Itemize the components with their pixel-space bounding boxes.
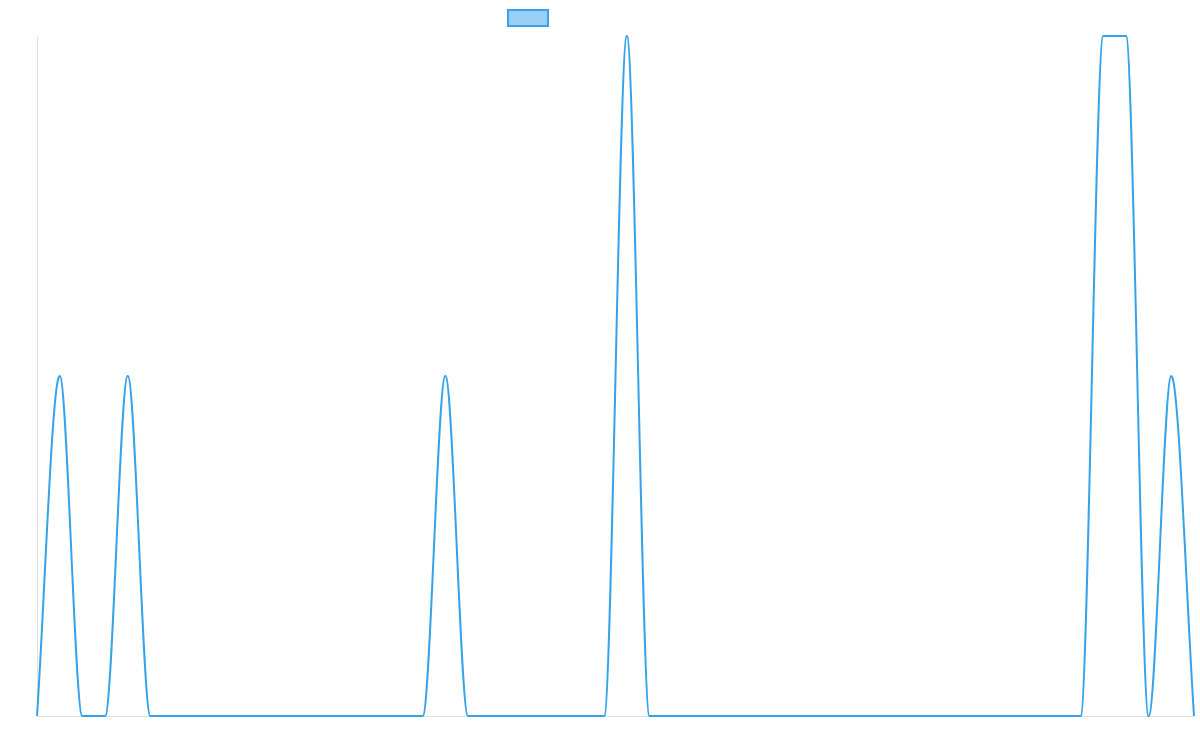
data-point[interactable] [827, 712, 835, 720]
data-point[interactable] [33, 712, 41, 720]
data-point[interactable] [351, 712, 359, 720]
series-group [36, 34, 1195, 718]
data-point[interactable] [124, 372, 132, 380]
series-line [36, 34, 1195, 718]
data-point[interactable] [101, 712, 109, 720]
data-point[interactable] [623, 32, 631, 40]
data-point[interactable] [328, 712, 336, 720]
data-point[interactable] [1054, 712, 1062, 720]
data-point[interactable] [214, 712, 222, 720]
data-point[interactable] [305, 712, 313, 720]
data-point[interactable] [1122, 32, 1130, 40]
data-point[interactable] [782, 712, 790, 720]
data-point[interactable] [419, 712, 427, 720]
data-point[interactable] [850, 712, 858, 720]
data-point[interactable] [872, 712, 880, 720]
data-point[interactable] [963, 712, 971, 720]
data-point[interactable] [555, 712, 563, 720]
data-point[interactable] [509, 712, 517, 720]
data-point[interactable] [1077, 712, 1085, 720]
data-point[interactable] [1099, 32, 1107, 40]
data-point[interactable] [759, 712, 767, 720]
data-point[interactable] [714, 712, 722, 720]
data-point[interactable] [986, 712, 994, 720]
data-point[interactable] [169, 712, 177, 720]
data-point[interactable] [192, 712, 200, 720]
data-point[interactable] [691, 712, 699, 720]
data-point[interactable] [668, 712, 676, 720]
data-point[interactable] [78, 712, 86, 720]
data-point[interactable] [464, 712, 472, 720]
data-point[interactable] [918, 712, 926, 720]
data-point[interactable] [532, 712, 540, 720]
data-point[interactable] [600, 712, 608, 720]
data-point[interactable] [237, 712, 245, 720]
data-point[interactable] [373, 712, 381, 720]
data-point[interactable] [804, 712, 812, 720]
data-point[interactable] [1190, 712, 1198, 720]
data-point[interactable] [577, 712, 585, 720]
data-point[interactable] [895, 712, 903, 720]
data-point[interactable] [1009, 712, 1017, 720]
data-point[interactable] [1145, 712, 1153, 720]
data-point[interactable] [260, 712, 268, 720]
data-point[interactable] [56, 372, 64, 380]
data-point[interactable] [146, 712, 154, 720]
data-point[interactable] [283, 712, 291, 720]
data-point[interactable] [940, 712, 948, 720]
data-point[interactable] [1167, 372, 1175, 380]
data-point[interactable] [441, 372, 449, 380]
data-point[interactable] [736, 712, 744, 720]
legend-swatch[interactable] [507, 9, 549, 27]
data-point[interactable] [487, 712, 495, 720]
data-point[interactable] [646, 712, 654, 720]
data-point[interactable] [1031, 712, 1039, 720]
data-point[interactable] [396, 712, 404, 720]
